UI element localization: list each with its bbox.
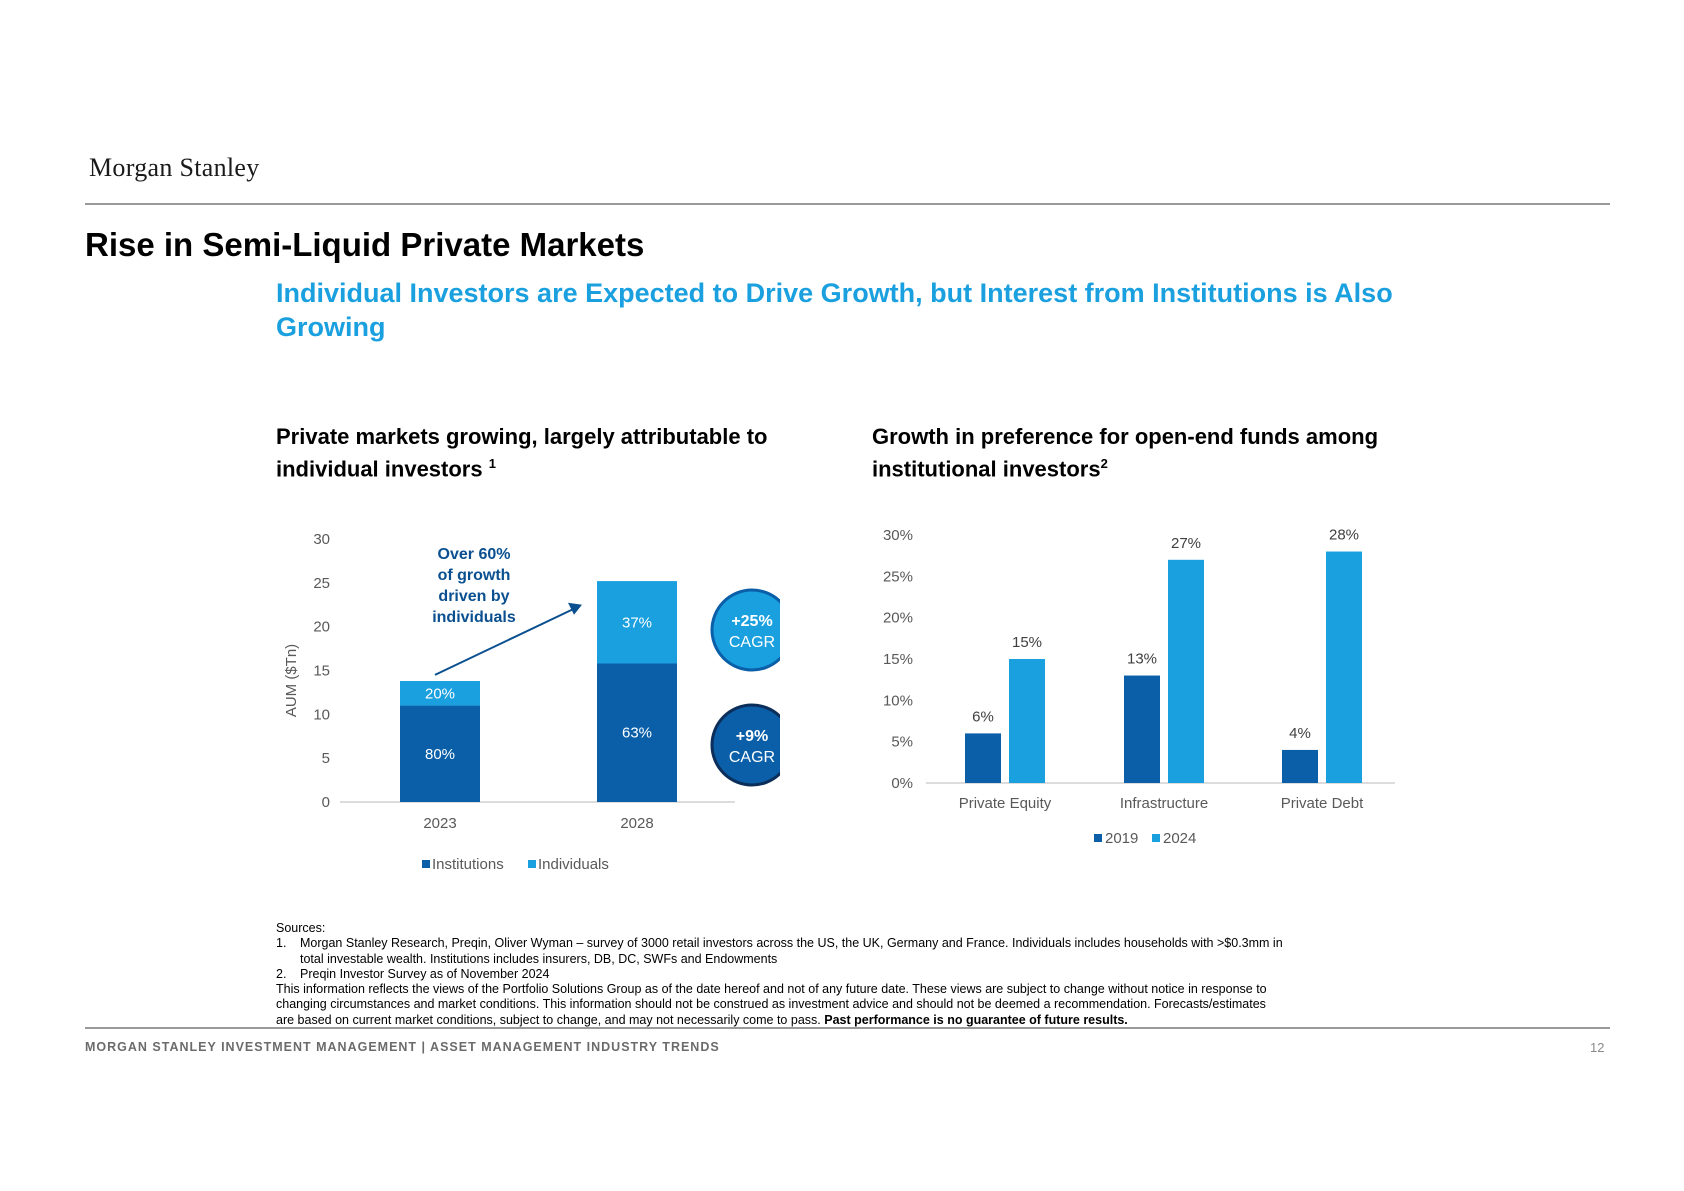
- legend-swatch-2024: [1152, 834, 1160, 842]
- cagr-badge-text: CAGR: [729, 634, 775, 651]
- y-tick-label: 15: [313, 663, 330, 680]
- y-tick-label: 10%: [883, 692, 913, 709]
- disclaimer-line-3: are based on current market conditions, …: [276, 1013, 1436, 1028]
- disclaimer-line-1: This information reflects the views of t…: [276, 982, 1267, 997]
- source-item-number: 1.: [276, 936, 287, 951]
- bar-data-label: 4%: [1289, 725, 1311, 742]
- footer-rule: [85, 1027, 1610, 1029]
- growth-annotation-text: of growth: [438, 567, 511, 584]
- y-tick-label: 5: [322, 750, 330, 767]
- source-item-number: 2.: [276, 966, 287, 981]
- x-tick-label: 2028: [620, 815, 653, 832]
- legend-swatch-institutions: [422, 860, 430, 868]
- past-performance-warning: Past performance is no guarantee of futu…: [824, 1012, 1128, 1027]
- y-tick-label: 20%: [883, 610, 913, 627]
- growth-annotation-text: driven by: [438, 588, 509, 605]
- y-tick-label: 5%: [891, 734, 913, 751]
- source-item-2: 2. Preqin Investor Survey as of November …: [276, 967, 1436, 982]
- header-rule: [85, 203, 1610, 205]
- bar-individuals-2023: [400, 681, 480, 706]
- legend-label: Institutions: [432, 856, 504, 873]
- cagr-badge-text: CAGR: [729, 749, 775, 766]
- growth-annotation-text: Over 60%: [438, 546, 511, 563]
- chart2-title: Growth in preference for open-end funds …: [872, 423, 1432, 482]
- y-axis-label: AUM ($Tn): [283, 644, 300, 717]
- bar-2024-infrastructure: [1168, 559, 1204, 783]
- source-item-text: Morgan Stanley Research, Preqin, Oliver …: [300, 936, 1283, 951]
- bar-2024-private-debt: [1326, 551, 1362, 783]
- x-tick-label: Private Equity: [959, 795, 1052, 812]
- chart2-title-footnote: 2: [1100, 456, 1108, 471]
- legend-label: Individuals: [538, 856, 609, 873]
- x-tick-label: Private Debt: [1281, 795, 1364, 812]
- page-title: Rise in Semi-Liquid Private Markets: [85, 226, 645, 263]
- bar-data-label: 28%: [1329, 527, 1359, 544]
- morgan-stanley-logo: Morgan Stanley: [89, 153, 260, 182]
- page-number: 12: [1590, 1040, 1605, 1055]
- source-item-text: Preqin Investor Survey as of November 20…: [300, 966, 550, 981]
- chart1-title: Private markets growing, largely attribu…: [276, 423, 806, 482]
- y-tick-label: 30%: [883, 527, 913, 544]
- y-tick-label: 20: [313, 619, 330, 636]
- y-tick-label: 0%: [891, 775, 913, 792]
- bar-institutions-2023: [400, 705, 480, 802]
- y-tick-label: 30: [313, 531, 330, 548]
- cagr-badge-text: +9%: [736, 728, 768, 745]
- aum-stacked-bar-chart: 0 5 10 15 20 25 30 AUM ($Tn) 80% 20% 2023 63% 37% 202…: [283, 531, 780, 873]
- sources-block: Sources: 1. Morgan Stanley Research, Preq…: [276, 921, 1436, 1028]
- disclaimer-line-2: changing circumstances and market condit…: [276, 997, 1266, 1012]
- legend-label: 2019: [1105, 830, 1138, 847]
- x-tick-label: Infrastructure: [1120, 795, 1208, 812]
- bar-data-label: 13%: [1127, 651, 1157, 668]
- bar-2019-private-equity: [965, 733, 1001, 783]
- page-subtitle: Individual Investors are Expected to Dri…: [276, 278, 1393, 342]
- bar-2019-private-debt: [1282, 749, 1318, 783]
- chart1-title-text: Private markets growing, largely attribu…: [276, 424, 768, 482]
- cagr-badge-circle: [710, 588, 780, 672]
- bar-institutions-2028: [597, 663, 677, 802]
- growth-annotation-text: individuals: [432, 609, 516, 626]
- footer-text: MORGAN STANLEY INVESTMENT MANAGEMENT | A…: [85, 1040, 720, 1054]
- x-tick-label: 2023: [423, 815, 456, 832]
- source-item-1: 1. Morgan Stanley Research, Preqin, Olive…: [276, 936, 1436, 951]
- bar-individuals-2028: [597, 581, 677, 664]
- bar-data-label: 15%: [1012, 634, 1042, 651]
- legend-swatch-individuals: [528, 860, 536, 868]
- bar-data-label: 6%: [972, 708, 994, 725]
- bar-data-label: 20%: [425, 685, 455, 702]
- source-item-1-continued: total investable wealth. Institutions in…: [300, 951, 778, 966]
- y-tick-label: 10: [313, 706, 330, 723]
- bar-data-label: 37%: [622, 614, 652, 631]
- chart2-title-text: Growth in preference for open-end funds …: [872, 424, 1379, 482]
- open-end-preference-bar-chart: 0% 5% 10% 15% 20% 25% 30% 6% 15% Private Equity 13…: [883, 527, 1395, 847]
- bar-data-label: 80%: [425, 746, 455, 763]
- cagr-badge-circle: [710, 703, 780, 787]
- y-tick-label: 25: [313, 575, 330, 592]
- cagr-badge-text: +25%: [731, 613, 772, 630]
- growth-arrow-head: [568, 602, 582, 615]
- y-tick-label: 25%: [883, 568, 913, 585]
- chart1-title-footnote: 1: [488, 456, 496, 471]
- bar-data-label: 27%: [1171, 535, 1201, 552]
- bar-2024-private-equity: [1009, 659, 1045, 783]
- bar-data-label: 63%: [622, 725, 652, 742]
- legend-swatch-2019: [1094, 834, 1102, 842]
- y-tick-label: 15%: [883, 651, 913, 668]
- bar-2019-infrastructure: [1124, 675, 1160, 783]
- sources-heading: Sources:: [276, 921, 326, 935]
- growth-arrow-line: [434, 607, 575, 676]
- disclaimer-text: are based on current market conditions, …: [276, 1012, 821, 1027]
- y-tick-label: 0: [322, 794, 330, 811]
- legend-label: 2024: [1163, 830, 1196, 847]
